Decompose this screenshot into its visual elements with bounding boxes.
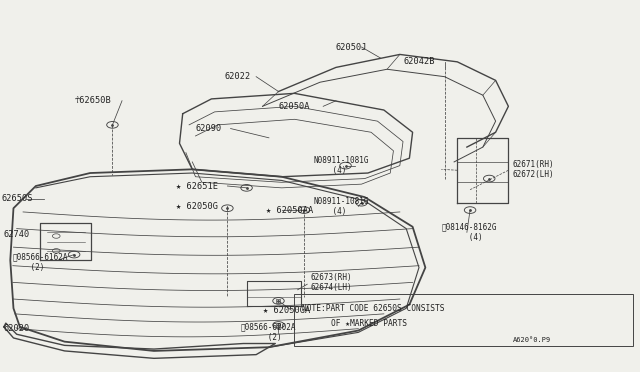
Text: OF ★MARKED PARTS: OF ★MARKED PARTS (331, 319, 407, 328)
Text: ☥62650B: ☥62650B (74, 96, 111, 105)
Text: Ⓝ08566-6202A
      (2): Ⓝ08566-6202A (2) (240, 323, 296, 342)
Text: 62050A: 62050A (278, 102, 310, 111)
Text: A620⁰0.P9: A620⁰0.P9 (513, 337, 551, 343)
Text: N08911-1081G
    (4): N08911-1081G (4) (314, 197, 369, 216)
Text: Ⓝ08146-8162G
      (4): Ⓝ08146-8162G (4) (442, 222, 497, 242)
Text: 62050J: 62050J (336, 42, 367, 51)
Text: 62671(RH)
62672(LH): 62671(RH) 62672(LH) (513, 160, 554, 179)
Text: N08911-1081G
    (4): N08911-1081G (4) (314, 156, 369, 175)
Text: 62020: 62020 (4, 324, 30, 333)
Text: 62740: 62740 (4, 230, 30, 239)
Text: ★ 62050AA: ★ 62050AA (266, 206, 313, 215)
Text: NOTE:PART CODE 62650S CONSISTS: NOTE:PART CODE 62650S CONSISTS (302, 304, 445, 313)
Text: Ⓝ08566-6162A
    (2): Ⓝ08566-6162A (2) (12, 252, 68, 272)
Text: 62090: 62090 (195, 124, 221, 133)
Text: 62022: 62022 (224, 72, 250, 81)
Text: 62042B: 62042B (403, 57, 435, 66)
Text: 62650S: 62650S (2, 195, 33, 203)
Text: ★ 62651E: ★ 62651E (176, 182, 218, 190)
Text: 62673(RH)
62674(LH): 62673(RH) 62674(LH) (310, 273, 352, 292)
Text: ★ 62050GA: ★ 62050GA (262, 306, 310, 315)
Text: ★ 62050G: ★ 62050G (176, 202, 218, 211)
